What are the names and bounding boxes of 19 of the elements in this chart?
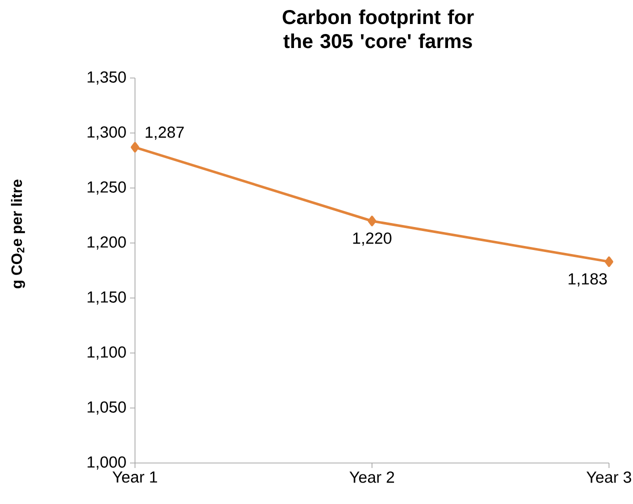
y-tick-label: 1,100 <box>88 346 126 360</box>
data-label: 1,287 <box>146 126 184 140</box>
point <box>604 256 614 267</box>
y-tick-label: 1,200 <box>88 236 126 250</box>
point <box>130 142 140 153</box>
y-tick-label: 1,250 <box>88 181 126 195</box>
chart-title: Carbon footprint for the 305 'core' farms <box>282 10 474 48</box>
y-tick-label: 1,300 <box>88 126 126 140</box>
y-axis-title: g CO$_{2}$e per litre <box>10 180 26 288</box>
y-tick-label: 1,050 <box>88 401 126 415</box>
x-tick-label: Year 2 <box>350 472 394 483</box>
y-tick-label: 1,150 <box>88 291 126 305</box>
x-tick-label: Year 1 <box>112 472 158 483</box>
y-tick-label: 1,000 <box>88 456 126 470</box>
data-label: 1,183 <box>568 273 607 286</box>
data-label: 1,220 <box>353 232 392 246</box>
x-tick-label: Year 3 <box>586 472 632 483</box>
y-tick-label: 1,350 <box>88 71 126 85</box>
point <box>368 216 376 226</box>
